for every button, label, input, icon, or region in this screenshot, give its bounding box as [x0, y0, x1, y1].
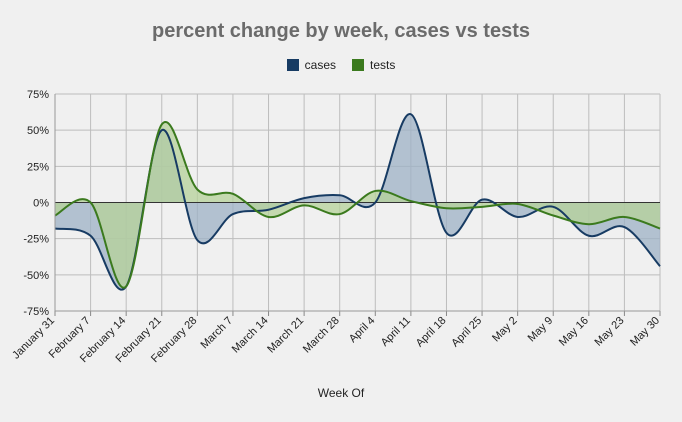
area-tests	[55, 121, 660, 288]
point-tests	[267, 215, 271, 219]
point-cases	[409, 112, 413, 116]
point-tests	[551, 214, 555, 218]
point-tests	[338, 212, 342, 216]
y-tick-label: -50%	[23, 270, 49, 282]
y-tick-label: 25%	[27, 161, 49, 173]
point-tests	[124, 284, 128, 288]
point-tests	[658, 227, 662, 231]
point-cases	[373, 201, 377, 205]
legend: cases tests	[0, 58, 682, 72]
legend-item-tests[interactable]: tests	[352, 58, 395, 72]
legend-label-tests: tests	[370, 58, 396, 72]
point-cases	[622, 225, 626, 229]
point-cases	[267, 208, 271, 212]
x-tick-label: April 11	[379, 315, 413, 349]
point-tests	[302, 203, 306, 207]
x-tick-label: May 23	[593, 315, 627, 349]
legend-swatch-cases	[286, 59, 299, 71]
line-tests	[54, 120, 661, 289]
x-tick-label: April 4	[347, 315, 378, 346]
x-tick-label: May 16	[557, 315, 591, 349]
x-tick-label: March 14	[230, 315, 271, 356]
point-tests	[373, 189, 377, 193]
point-cases	[480, 198, 484, 202]
chart-title: percent change by week, cases vs tests	[152, 20, 530, 42]
point-cases	[195, 238, 199, 242]
x-tick-label: May 30	[628, 315, 662, 349]
point-tests	[89, 201, 93, 205]
point-tests	[480, 205, 484, 209]
y-tick-label: -25%	[23, 234, 49, 246]
point-cases	[444, 231, 448, 235]
point-tests	[160, 122, 164, 126]
x-tick-label: April 18	[414, 315, 449, 350]
point-cases	[551, 205, 555, 209]
point-tests	[622, 215, 626, 219]
point-tests	[516, 202, 520, 206]
x-axis-label: Week Of	[317, 386, 365, 400]
point-tests	[444, 206, 448, 210]
point-cases	[231, 212, 235, 216]
legend-item-cases[interactable]: cases	[286, 58, 336, 72]
legend-label-cases: cases	[304, 58, 336, 72]
point-cases	[658, 264, 662, 268]
y-tick-label: 50%	[27, 125, 49, 137]
point-cases	[587, 234, 591, 238]
x-tick-label: April 25	[449, 315, 484, 350]
y-tick-label: -75%	[23, 306, 49, 318]
point-cases	[89, 234, 93, 238]
x-tick-label: March 7	[198, 315, 235, 352]
x-tick-label: March 28	[301, 315, 342, 356]
point-tests	[195, 187, 199, 191]
point-cases	[338, 193, 342, 197]
x-tick-label: March 21	[265, 315, 306, 356]
point-cases	[516, 215, 520, 219]
legend-swatch-tests	[352, 59, 364, 71]
point-cases	[302, 196, 306, 200]
point-tests	[587, 222, 591, 226]
y-tick-label: 75%	[27, 89, 49, 101]
point-tests	[409, 199, 413, 203]
point-tests	[231, 192, 235, 196]
y-tick-label: 0%	[33, 198, 49, 210]
x-tick-label: May 9	[526, 315, 556, 345]
x-tick-label: May 2	[490, 315, 520, 345]
